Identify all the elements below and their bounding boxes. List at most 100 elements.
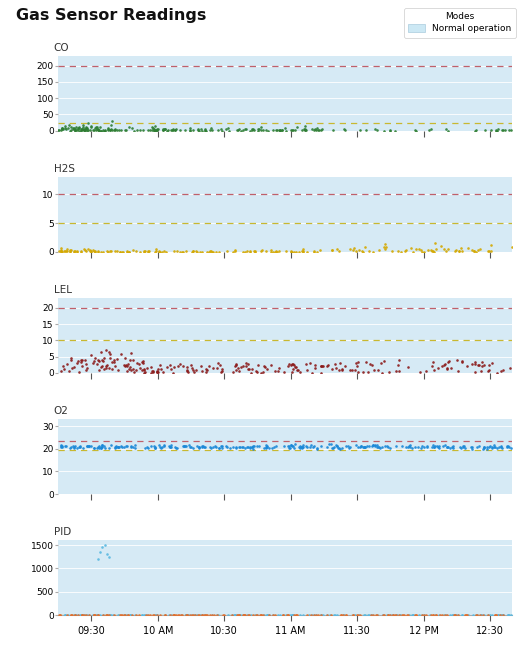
- Point: [71, 123, 79, 134]
- Point: [475, 441, 483, 451]
- Point: [451, 245, 460, 255]
- Point: [178, 247, 187, 257]
- Point: [58, 122, 66, 133]
- Point: [291, 610, 300, 620]
- Point: [346, 365, 354, 376]
- Point: [166, 610, 174, 620]
- Point: [292, 247, 300, 257]
- Point: [112, 245, 121, 256]
- Point: [90, 247, 99, 257]
- Point: [314, 610, 323, 620]
- Point: [82, 122, 90, 132]
- Point: [490, 442, 498, 452]
- Point: [104, 124, 112, 134]
- Point: [287, 440, 296, 450]
- Point: [309, 245, 318, 256]
- Point: [126, 355, 134, 366]
- Point: [317, 361, 325, 372]
- Point: [162, 246, 171, 257]
- Point: [99, 610, 108, 620]
- Point: [269, 610, 277, 620]
- Point: [430, 365, 438, 375]
- Point: [459, 441, 468, 451]
- Point: [407, 242, 415, 253]
- Point: [263, 610, 271, 620]
- Point: [93, 610, 102, 620]
- Point: [336, 610, 345, 620]
- Point: [329, 442, 337, 453]
- Point: [312, 610, 320, 620]
- Point: [386, 609, 394, 620]
- Point: [76, 441, 84, 451]
- Point: [128, 364, 137, 374]
- Point: [97, 346, 106, 357]
- Point: [449, 441, 457, 451]
- Point: [139, 358, 147, 368]
- Point: [188, 246, 197, 257]
- Point: [446, 443, 455, 453]
- Point: [186, 610, 195, 620]
- Point: [137, 610, 146, 620]
- Point: [74, 610, 82, 620]
- Point: [438, 361, 446, 371]
- Point: [81, 246, 90, 257]
- Point: [354, 357, 362, 367]
- Point: [139, 355, 147, 366]
- Point: [440, 610, 448, 620]
- Point: [277, 125, 286, 136]
- Point: [446, 610, 455, 620]
- Point: [290, 610, 298, 620]
- Point: [92, 610, 101, 620]
- Point: [100, 125, 109, 136]
- Point: [106, 125, 114, 136]
- Point: [441, 610, 450, 620]
- Point: [128, 123, 136, 134]
- Point: [368, 609, 376, 620]
- Point: [153, 610, 161, 620]
- Point: [201, 609, 210, 620]
- Text: LEL: LEL: [53, 285, 71, 295]
- Point: [195, 443, 203, 453]
- Point: [215, 443, 223, 453]
- Point: [83, 124, 91, 134]
- Point: [260, 443, 268, 453]
- Point: [87, 246, 96, 257]
- Point: [135, 359, 143, 369]
- Point: [438, 610, 447, 620]
- Point: [143, 610, 152, 620]
- Point: [380, 244, 389, 255]
- Point: [411, 125, 420, 136]
- Point: [155, 245, 164, 256]
- Point: [497, 610, 506, 620]
- Point: [214, 124, 223, 135]
- Point: [335, 245, 343, 256]
- Point: [488, 610, 496, 620]
- Point: [439, 243, 448, 254]
- Point: [187, 610, 196, 620]
- Point: [117, 441, 125, 451]
- Point: [246, 246, 254, 257]
- Point: [139, 610, 148, 620]
- Point: [485, 365, 493, 375]
- Point: [80, 125, 89, 136]
- Point: [93, 442, 101, 453]
- Point: [62, 441, 70, 451]
- Point: [393, 246, 402, 257]
- Point: [159, 124, 167, 134]
- Point: [200, 442, 209, 453]
- Point: [191, 610, 199, 620]
- Point: [386, 125, 394, 136]
- Point: [247, 367, 256, 378]
- Point: [127, 365, 136, 375]
- Point: [207, 245, 215, 256]
- Point: [318, 123, 326, 134]
- Point: [435, 610, 444, 620]
- Point: [359, 442, 367, 452]
- Point: [103, 610, 111, 620]
- Point: [474, 360, 483, 370]
- Point: [208, 246, 216, 257]
- Point: [56, 245, 65, 255]
- Point: [58, 441, 67, 451]
- Point: [483, 610, 492, 620]
- Point: [484, 365, 493, 376]
